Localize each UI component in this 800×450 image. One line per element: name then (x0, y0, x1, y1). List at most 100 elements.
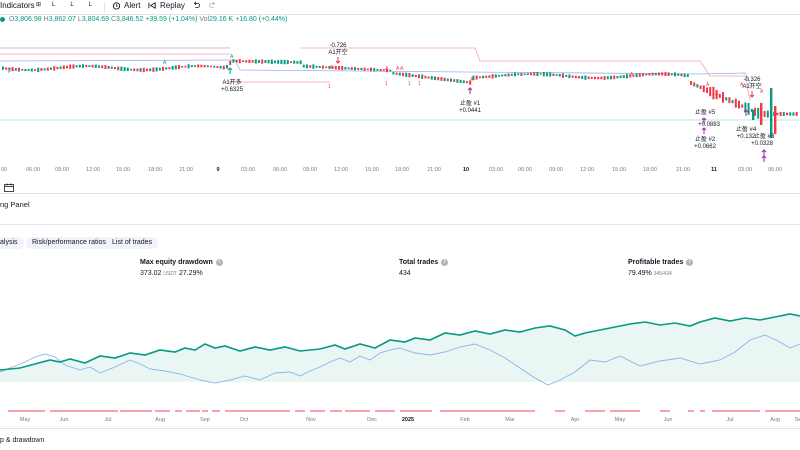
candle (206, 65, 209, 68)
candle (472, 75, 475, 80)
candle (667, 72, 670, 76)
layout-button-1[interactable]: L (52, 1, 56, 8)
info-icon[interactable]: i (686, 259, 694, 266)
drawdown-bar (186, 410, 200, 412)
screenshot-tool[interactable] (4, 179, 14, 197)
time-axis-tick: 06:00 (768, 167, 782, 173)
candle (702, 85, 705, 93)
replay-button[interactable]: Replay (148, 1, 185, 10)
candle (219, 65, 222, 69)
info-icon[interactable]: i (441, 259, 449, 266)
calendar-icon (4, 183, 14, 192)
candle (245, 60, 248, 63)
candle (258, 60, 260, 63)
candle (741, 104, 744, 108)
volume-change: +16.80 (+0.44%) (235, 16, 288, 23)
drawdown-bar (765, 410, 800, 412)
take-profit-arrow (743, 109, 749, 116)
candle (299, 60, 302, 65)
candle (738, 100, 740, 109)
tab-performance-analysis[interactable]: alysis (0, 237, 24, 249)
buy-hold-line (0, 334, 800, 386)
candle (165, 67, 168, 70)
candle (677, 73, 680, 76)
candle (411, 74, 414, 77)
close-value: 3,846.52 (116, 16, 144, 23)
time-axis-tick: 9 (216, 167, 220, 173)
long-entry-arrow (227, 67, 233, 74)
candle (600, 76, 603, 80)
candle (523, 73, 526, 75)
candle (478, 76, 481, 79)
candle (462, 80, 465, 84)
candle (72, 64, 75, 69)
tab-label: List of trades (112, 239, 153, 246)
candle (629, 74, 632, 78)
candle (632, 74, 635, 77)
candle (654, 72, 657, 76)
equity-axis-tick: Aug (770, 417, 780, 423)
candle (69, 64, 72, 69)
candle (117, 66, 120, 71)
candle (622, 75, 625, 78)
candle (542, 71, 545, 77)
layout-grid-icon[interactable]: ⊞ (36, 2, 42, 8)
candle (248, 59, 251, 63)
candle (344, 66, 347, 70)
drawdown-bar (50, 410, 118, 412)
equity-time-axis[interactable]: May Jun Jul Aug Sep Oct Nov Dec 2025 Feb Mar Apr May… (0, 417, 800, 425)
candle (469, 80, 472, 85)
candle (296, 61, 299, 64)
take-profit-arrow (467, 87, 473, 94)
candle (162, 66, 164, 71)
candle (184, 65, 187, 68)
drawdown-bar (8, 410, 45, 412)
candle (2, 66, 4, 70)
candle (107, 66, 110, 69)
annotation-long-value: +0.6325 (221, 87, 244, 93)
equity-axis-tick: Apr (570, 417, 580, 423)
drawdown-bar (310, 410, 325, 412)
equity-drawdown-toggle[interactable]: p & drawdown (0, 437, 44, 444)
tab-risk-ratios[interactable]: Risk/performance ratios (26, 237, 112, 249)
candle (491, 74, 494, 79)
candle (450, 78, 452, 82)
layout-button-3[interactable]: L (88, 1, 93, 8)
candle (120, 66, 123, 71)
info-icon[interactable]: i (215, 259, 223, 266)
candle (66, 65, 68, 69)
candle (782, 112, 785, 116)
metric-total-trades-value: 434 (399, 270, 411, 277)
candle (338, 66, 340, 70)
candle (555, 74, 558, 76)
alarm-clock-icon (112, 2, 121, 10)
candle (226, 64, 228, 69)
candle (744, 102, 747, 113)
metric-label-text: Profitable trades (628, 259, 684, 266)
equity-chart[interactable] (0, 300, 800, 415)
candle (376, 68, 379, 71)
tab-list-of-trades[interactable]: List of trades (106, 237, 159, 249)
candle (270, 59, 273, 64)
drawdown-bar (688, 410, 694, 412)
candle (360, 67, 363, 71)
undo-button[interactable] (192, 1, 200, 9)
time-axis-tick: 03:00 (489, 167, 503, 173)
signal-glyph: A (715, 91, 719, 97)
alert-button[interactable]: Alert (112, 1, 140, 10)
candle (459, 79, 462, 83)
candle (418, 74, 420, 79)
layout-button-2[interactable]: L (70, 1, 74, 8)
candle (357, 67, 360, 70)
candle (322, 65, 324, 69)
candle (699, 85, 702, 89)
redo-button[interactable] (209, 1, 217, 9)
indicators-button[interactable]: Indicators (0, 1, 35, 10)
candle (286, 60, 289, 65)
candle (507, 73, 510, 77)
metric-label-text: Max equity drawdown (140, 259, 213, 266)
equity-axis-tick: Nov (306, 417, 316, 423)
time-axis[interactable]: 00 06:00 09:00 12:00 15:00 18:00 21:00 9 03:00 06… (0, 167, 800, 175)
equity-axis-tick: May (19, 417, 31, 423)
